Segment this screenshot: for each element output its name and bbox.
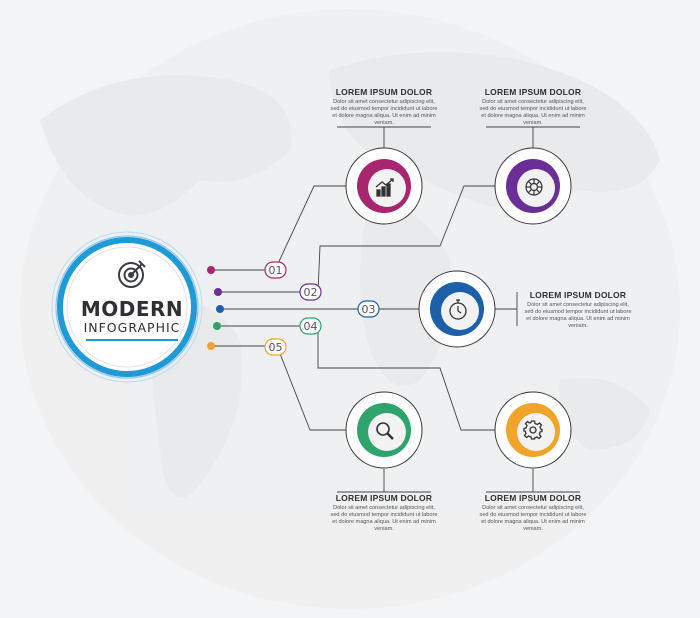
target-icon xyxy=(118,260,146,288)
gear-icon xyxy=(523,420,543,440)
junction-dot-03 xyxy=(216,305,224,313)
step-body-03: Dolor sit amet consectetur adipiscing el… xyxy=(524,302,632,329)
step-circle-02 xyxy=(494,147,572,225)
stopwatch-icon xyxy=(449,299,467,320)
step-title-05: LOREM IPSUM DOLOR xyxy=(484,493,582,503)
junction-dot-02 xyxy=(214,288,222,296)
step-text-04: LOREM IPSUM DOLOR Dolor sit amet consect… xyxy=(324,493,444,533)
step-title-02: LOREM IPSUM DOLOR xyxy=(484,87,582,97)
central-hub: MODERN INFOGRAPHIC xyxy=(51,231,203,383)
number-badge-03: 03 xyxy=(357,300,380,318)
number-badge-01: 01 xyxy=(264,261,287,279)
hub-subtitle: INFOGRAPHIC xyxy=(84,320,181,335)
step-title-04: LOREM IPSUM DOLOR xyxy=(335,493,433,503)
number-badge-05: 05 xyxy=(264,338,287,356)
step-body-01: Dolor sit amet consectetur adipiscing el… xyxy=(330,99,438,126)
step-text-02: LOREM IPSUM DOLOR Dolor sit amet consect… xyxy=(473,87,593,127)
step-title-01: LOREM IPSUM DOLOR xyxy=(335,87,433,97)
number-badge-04: 04 xyxy=(299,317,322,335)
search-icon xyxy=(376,422,394,440)
step-title-03: LOREM IPSUM DOLOR xyxy=(529,290,627,300)
step-circle-05 xyxy=(494,391,572,469)
step-circle-01 xyxy=(345,147,423,225)
svg-text:01: 01 xyxy=(269,264,283,277)
step-text-05: LOREM IPSUM DOLOR Dolor sit amet consect… xyxy=(473,493,593,533)
step-body-05: Dolor sit amet consectetur adipiscing el… xyxy=(479,505,587,532)
svg-text:05: 05 xyxy=(269,341,283,354)
junction-dots xyxy=(207,266,224,350)
svg-text:02: 02 xyxy=(304,286,318,299)
number-badges: 01 02 03 04 05 xyxy=(264,261,380,356)
step-text-01: LOREM IPSUM DOLOR Dolor sit amet consect… xyxy=(324,87,444,127)
junction-dot-04 xyxy=(213,322,221,330)
junction-dot-01 xyxy=(207,266,215,274)
growth-chart-icon xyxy=(375,178,394,197)
hub-title: MODERN xyxy=(81,297,183,321)
svg-text:03: 03 xyxy=(362,303,376,316)
step-text-03: LOREM IPSUM DOLOR Dolor sit amet consect… xyxy=(518,290,638,330)
step-body-04: Dolor sit amet consectetur adipiscing el… xyxy=(330,505,438,532)
number-badge-02: 02 xyxy=(299,283,322,301)
svg-text:04: 04 xyxy=(304,320,318,333)
junction-dot-05 xyxy=(207,342,215,350)
step-circle-03 xyxy=(418,270,496,348)
brain-icon xyxy=(525,178,543,196)
step-body-02: Dolor sit amet consectetur adipiscing el… xyxy=(479,99,587,126)
step-circle-04 xyxy=(345,391,423,469)
